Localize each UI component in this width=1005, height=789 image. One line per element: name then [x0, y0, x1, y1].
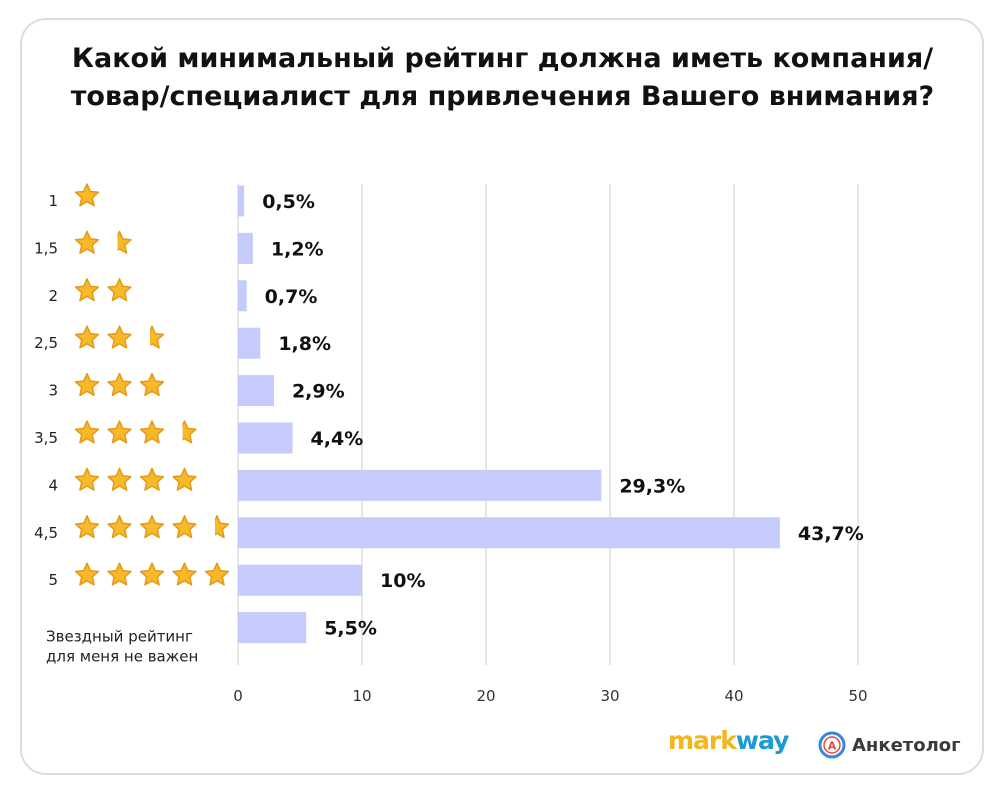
half-star-icon — [182, 420, 197, 444]
star-icon — [139, 515, 165, 539]
star-icon — [204, 562, 230, 586]
star-icon — [74, 515, 100, 539]
x-tick-label: 40 — [724, 687, 743, 705]
category-label-line: Звездный рейтинг — [46, 628, 193, 646]
value-label: 2,9% — [292, 381, 345, 403]
anketolog-logo: А Анкетолог — [818, 728, 961, 762]
star-icon — [139, 372, 165, 397]
markway-logo-part-2: way — [735, 726, 789, 755]
star-icon — [139, 420, 165, 444]
star-icon — [107, 562, 132, 586]
star-icon — [74, 562, 100, 586]
value-label: 0,7% — [265, 286, 318, 308]
star-icon — [107, 372, 132, 397]
value-label: 29,3% — [619, 475, 685, 497]
half-star-icon — [150, 325, 165, 349]
bar — [238, 280, 247, 312]
star-icon — [74, 278, 100, 302]
half-star-icon — [117, 230, 132, 254]
star-icon — [107, 515, 132, 539]
chart-title-line-1: Какой минимальный рейтинг должна иметь к… — [71, 43, 934, 74]
star-icon — [107, 467, 132, 491]
star-icon — [107, 278, 132, 302]
category-label: 1 — [48, 192, 58, 210]
value-label: 43,7% — [798, 523, 864, 545]
bar — [238, 517, 780, 549]
bar — [238, 375, 274, 407]
bar — [238, 422, 293, 454]
markway-logo: markway — [668, 726, 789, 755]
x-tick-label: 50 — [848, 687, 867, 705]
star-icon — [74, 325, 100, 349]
category-label: 3 — [48, 382, 58, 400]
star-icon — [107, 420, 132, 444]
star-icon — [172, 467, 197, 491]
category-label: 2 — [48, 287, 58, 305]
category-label: 5 — [48, 571, 58, 589]
star-icon — [139, 467, 165, 491]
value-label: 1,8% — [278, 333, 331, 355]
star-icon — [139, 562, 165, 586]
half-star-icon — [215, 515, 230, 539]
chart-title-line-2: товар/специалист для привлечения Вашего … — [70, 81, 935, 112]
star-icon — [74, 183, 100, 207]
value-label: 0,5% — [262, 191, 315, 213]
value-label: 4,4% — [311, 428, 364, 450]
star-icon — [74, 230, 100, 254]
anketolog-text: Анкетолог — [852, 734, 961, 756]
star-icon — [107, 325, 132, 349]
category-label: 3,5 — [34, 429, 58, 447]
category-label-line: для меня не важен — [46, 648, 198, 666]
x-tick-label: 0 — [233, 687, 243, 705]
anketolog-icon: А — [818, 731, 846, 759]
bar — [238, 327, 261, 359]
bar — [238, 564, 362, 596]
star-icon — [172, 515, 197, 539]
bar — [238, 612, 307, 644]
markway-logo-part-1: mark — [668, 726, 737, 755]
category-label: 2,5 — [34, 334, 58, 352]
card-frame — [20, 18, 984, 775]
anketolog-icon-letter: А — [828, 740, 837, 753]
value-label: 5,5% — [324, 618, 377, 640]
chart-title: Какой минимальный рейтинг должна иметь к… — [40, 40, 965, 116]
x-tick-label: 10 — [352, 687, 371, 705]
star-icon — [74, 372, 100, 397]
bar — [238, 185, 245, 217]
value-label: 10% — [380, 570, 425, 592]
category-label: 4,5 — [34, 524, 58, 542]
value-label: 1,2% — [271, 238, 324, 260]
star-icon — [74, 467, 100, 491]
star-icon — [74, 420, 100, 444]
category-label: 4 — [48, 476, 58, 494]
bar — [238, 469, 602, 501]
x-tick-label: 20 — [476, 687, 495, 705]
bar — [238, 232, 253, 264]
star-icon — [172, 562, 197, 586]
category-label: 1,5 — [34, 239, 58, 257]
x-tick-label: 30 — [600, 687, 619, 705]
